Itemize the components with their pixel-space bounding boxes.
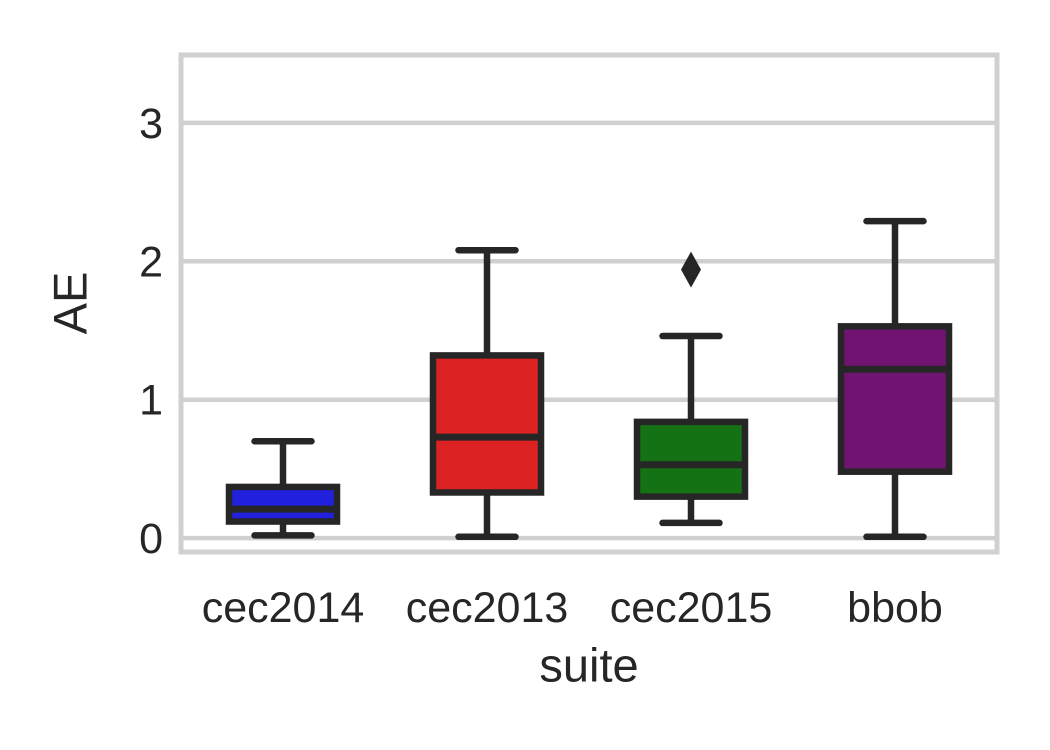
x-tick-label-cec2013: cec2013 xyxy=(406,584,569,632)
box-cec2013 xyxy=(429,352,545,496)
box-group-bbob xyxy=(837,217,953,541)
box-group-cec2015 xyxy=(633,251,749,527)
box-group-cec2013 xyxy=(429,246,545,541)
outlier-diamond-cec2015-0 xyxy=(681,251,701,288)
x-tick-label-cec2014: cec2014 xyxy=(202,584,365,632)
box-group-cec2014 xyxy=(225,437,341,539)
box-cec2015 xyxy=(633,418,749,500)
box-cec2014 xyxy=(225,483,341,525)
y-tick-label-3: 3 xyxy=(139,100,163,148)
plot-border xyxy=(178,52,1000,555)
y-tick-label-1: 1 xyxy=(139,377,163,425)
x-tick-label-bbob: bbob xyxy=(847,584,943,632)
y-axis-label: AE xyxy=(43,271,97,335)
box-bbob xyxy=(837,323,953,475)
y-tick-label-0: 0 xyxy=(139,515,163,563)
y-tick-label-2: 2 xyxy=(139,238,163,286)
x-tick-label-cec2015: cec2015 xyxy=(610,584,773,632)
x-axis-label: suite xyxy=(539,638,639,692)
